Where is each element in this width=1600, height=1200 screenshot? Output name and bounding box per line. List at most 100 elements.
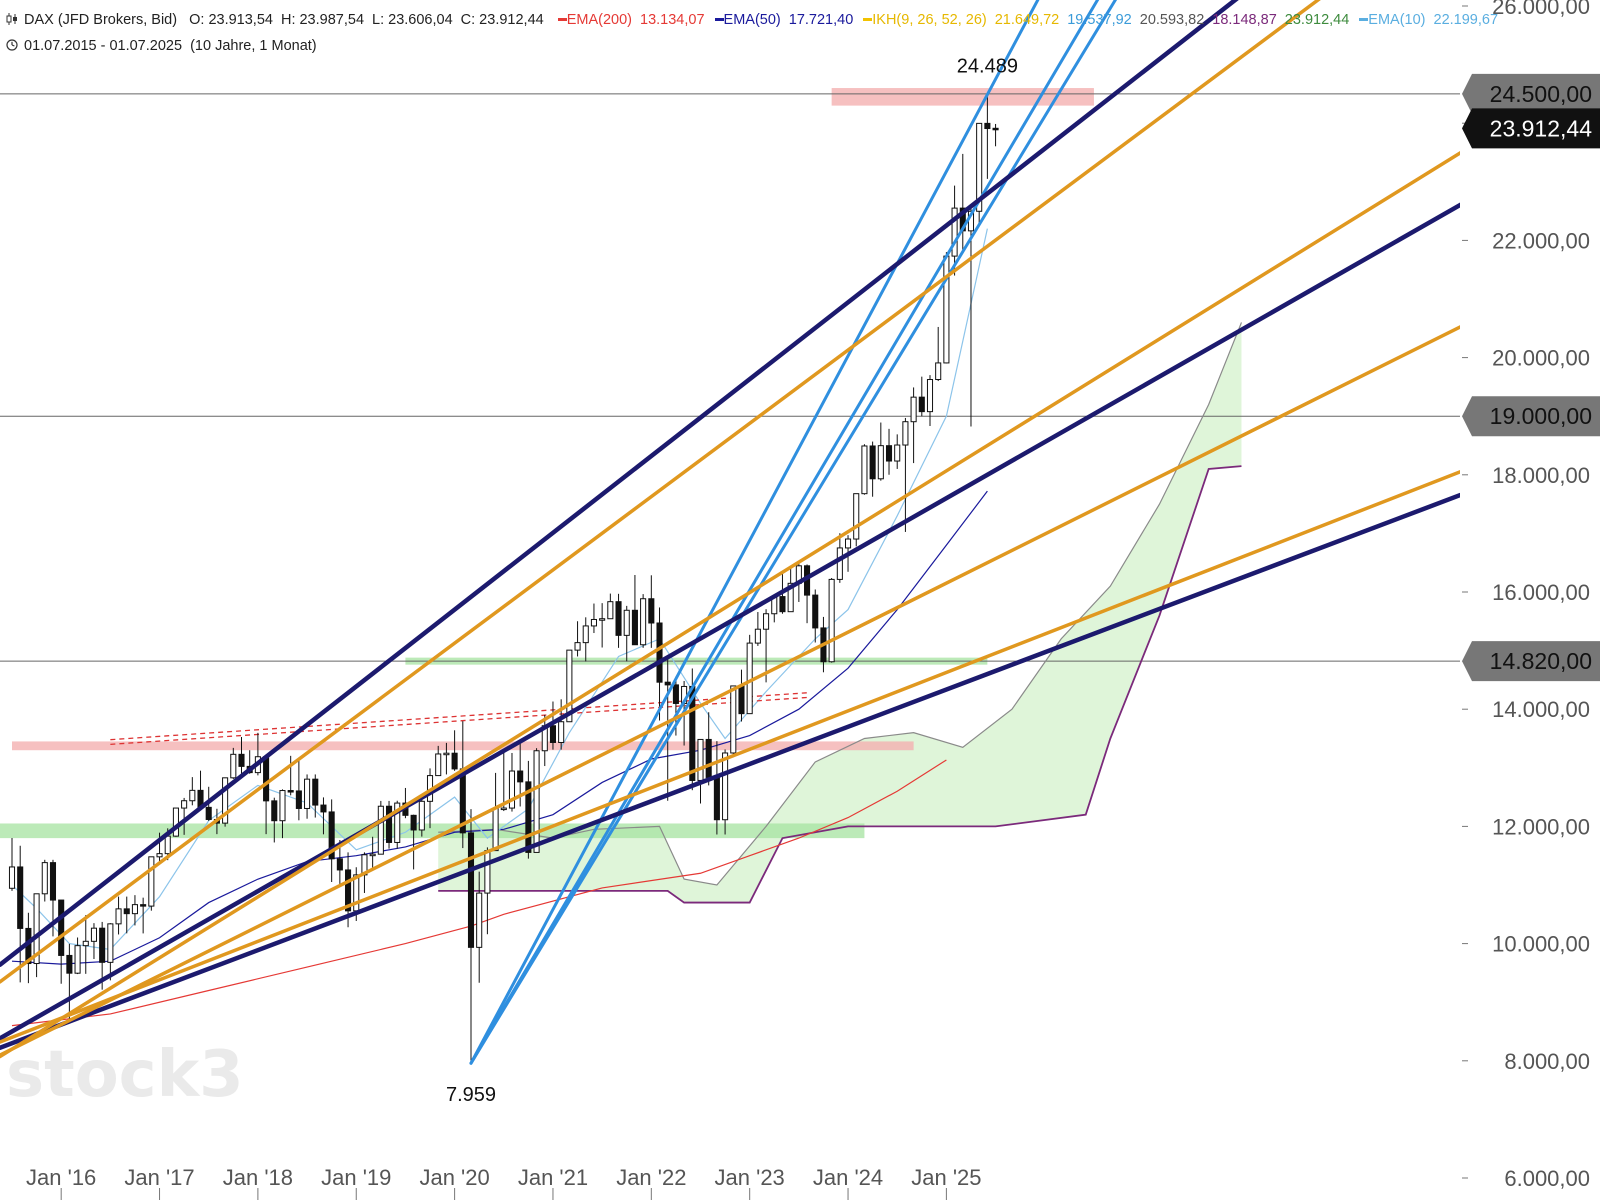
blue-trendline[interactable] bbox=[469, 0, 1600, 1065]
candle[interactable] bbox=[295, 757, 302, 821]
candle[interactable] bbox=[615, 593, 622, 648]
candle[interactable] bbox=[549, 701, 557, 750]
candle[interactable] bbox=[582, 617, 589, 662]
navy-trendline[interactable] bbox=[0, 91, 1600, 1041]
candle[interactable] bbox=[574, 621, 581, 657]
candle[interactable] bbox=[17, 845, 24, 983]
candle[interactable] bbox=[377, 800, 384, 855]
candle[interactable] bbox=[533, 748, 540, 853]
candle[interactable] bbox=[976, 122, 983, 223]
candle[interactable] bbox=[181, 797, 188, 835]
candle[interactable] bbox=[263, 755, 270, 835]
candle[interactable] bbox=[8, 838, 16, 891]
price-level-label[interactable]: 19.000,00 bbox=[1462, 396, 1600, 437]
candle[interactable] bbox=[877, 422, 884, 481]
candle[interactable] bbox=[451, 730, 458, 771]
candle[interactable] bbox=[320, 797, 327, 835]
candle[interactable] bbox=[910, 387, 917, 464]
candle[interactable] bbox=[713, 741, 720, 835]
blue-trendline[interactable] bbox=[469, 0, 1600, 1065]
navy-trendline[interactable] bbox=[0, 0, 1600, 967]
candle[interactable] bbox=[328, 799, 335, 883]
navy-trendline[interactable] bbox=[0, 419, 1600, 1051]
candle[interactable] bbox=[771, 596, 778, 623]
candle[interactable] bbox=[599, 603, 606, 648]
candle[interactable] bbox=[492, 772, 499, 852]
candle[interactable] bbox=[902, 417, 909, 532]
candle[interactable] bbox=[131, 895, 138, 926]
candle[interactable] bbox=[74, 937, 81, 975]
candle[interactable] bbox=[500, 749, 507, 812]
candle[interactable] bbox=[943, 252, 950, 364]
candle[interactable] bbox=[140, 897, 147, 934]
candle[interactable] bbox=[894, 434, 901, 469]
price-level-label[interactable]: 14.820,00 bbox=[1462, 641, 1600, 682]
candle[interactable] bbox=[935, 326, 942, 382]
candle[interactable] bbox=[697, 738, 704, 804]
candle[interactable] bbox=[123, 896, 130, 934]
candle[interactable] bbox=[115, 896, 122, 935]
candle[interactable] bbox=[279, 789, 286, 839]
candle[interactable] bbox=[287, 755, 294, 796]
candle[interactable] bbox=[812, 589, 819, 643]
candle[interactable] bbox=[148, 856, 155, 911]
price-level-label[interactable]: 24.500,00 bbox=[1462, 73, 1600, 114]
candle[interactable] bbox=[541, 714, 548, 767]
candle[interactable] bbox=[189, 777, 196, 806]
candle[interactable] bbox=[418, 797, 425, 837]
candle[interactable] bbox=[41, 859, 48, 902]
candle[interactable] bbox=[426, 768, 434, 829]
candle[interactable] bbox=[869, 441, 876, 497]
candle[interactable] bbox=[90, 923, 98, 960]
candle[interactable] bbox=[476, 871, 483, 983]
candle[interactable] bbox=[435, 745, 442, 777]
candle[interactable] bbox=[385, 800, 393, 849]
candle[interactable] bbox=[443, 742, 450, 775]
candle[interactable] bbox=[623, 605, 630, 662]
candle[interactable] bbox=[992, 123, 999, 147]
candle[interactable] bbox=[984, 94, 991, 179]
candle[interactable] bbox=[861, 444, 868, 495]
orange-trendline[interactable] bbox=[0, 0, 1600, 984]
blue-trendline[interactable] bbox=[469, 0, 1600, 1065]
candle[interactable] bbox=[525, 760, 532, 859]
candle[interactable] bbox=[25, 912, 32, 984]
candle[interactable] bbox=[467, 809, 475, 1064]
candle[interactable] bbox=[853, 493, 860, 547]
candle[interactable] bbox=[746, 634, 753, 715]
candle[interactable] bbox=[722, 749, 729, 835]
price-level-label[interactable]: 23.912,44 bbox=[1462, 108, 1600, 149]
candle[interactable] bbox=[590, 603, 597, 634]
candle[interactable] bbox=[566, 649, 573, 723]
candle[interactable] bbox=[885, 428, 893, 475]
candle[interactable] bbox=[172, 807, 179, 837]
orange-trendline[interactable] bbox=[0, 227, 1600, 1057]
orange-trendline[interactable] bbox=[0, 394, 1600, 1044]
candle[interactable] bbox=[369, 836, 376, 868]
candle[interactable] bbox=[107, 923, 114, 981]
candle[interactable] bbox=[640, 594, 647, 648]
candle[interactable] bbox=[304, 774, 311, 819]
candle[interactable] bbox=[648, 575, 655, 648]
candle[interactable] bbox=[238, 736, 245, 776]
candle[interactable] bbox=[82, 915, 89, 974]
candle[interactable] bbox=[926, 375, 934, 426]
candle[interactable] bbox=[197, 770, 204, 808]
candle[interactable] bbox=[754, 612, 761, 646]
candle[interactable] bbox=[410, 814, 417, 870]
candle[interactable] bbox=[730, 685, 737, 758]
candle[interactable] bbox=[738, 669, 745, 722]
candle[interactable] bbox=[66, 943, 73, 1020]
candle[interactable] bbox=[312, 774, 319, 818]
candle[interactable] bbox=[959, 153, 966, 253]
candle[interactable] bbox=[271, 797, 278, 843]
candle[interactable] bbox=[58, 899, 65, 984]
candle[interactable] bbox=[705, 712, 712, 786]
candle[interactable] bbox=[459, 721, 466, 849]
candle[interactable] bbox=[607, 593, 614, 620]
candle[interactable] bbox=[804, 564, 811, 624]
candle[interactable] bbox=[828, 577, 835, 663]
candle[interactable] bbox=[508, 752, 516, 812]
orange-trendline[interactable] bbox=[0, 29, 1600, 1059]
